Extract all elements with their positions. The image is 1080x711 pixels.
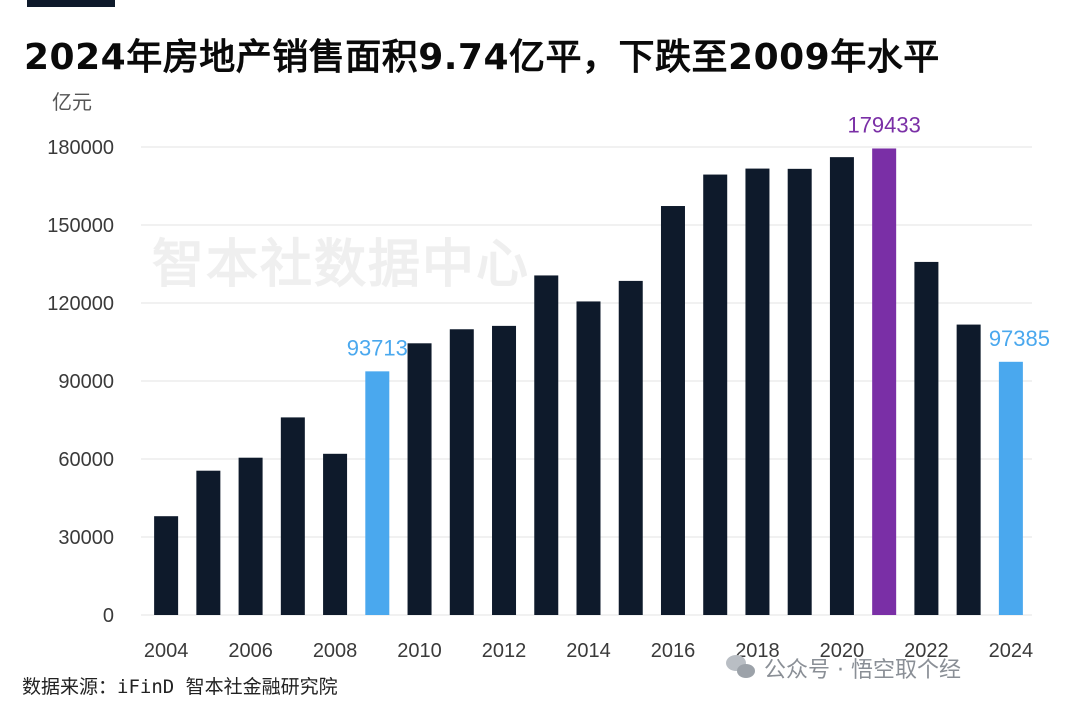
bar-2024[interactable] <box>998 361 1023 615</box>
bar-2006[interactable] <box>238 457 263 615</box>
y-tick-label-0: 0 <box>103 605 114 627</box>
chart-title: 2024年房地产销售面积9.74亿平，下跌至2009年水平 <box>24 37 940 78</box>
x-tick-label-2018: 2018 <box>735 640 780 662</box>
bar-2018[interactable] <box>745 168 770 615</box>
y-axis-unit-label: 亿元 <box>52 90 92 114</box>
watermark: 智本社数据中心 <box>152 235 531 295</box>
x-tick-label-2016: 2016 <box>651 640 696 662</box>
y-tick-label-120000: 120000 <box>47 293 114 315</box>
bar-2008[interactable] <box>323 453 348 615</box>
data-label-2021: 179433 <box>847 112 920 137</box>
bar-2015[interactable] <box>618 280 643 615</box>
x-tick-label-2008: 2008 <box>313 640 358 662</box>
bar-2004[interactable] <box>154 516 179 615</box>
data-label-2024: 97385 <box>989 326 1050 351</box>
bar-2016[interactable] <box>660 206 685 615</box>
x-tick-label-2004: 2004 <box>144 640 189 662</box>
bar-2014[interactable] <box>576 301 601 615</box>
bars <box>154 148 1023 616</box>
x-tick-label-2006: 2006 <box>228 640 273 662</box>
bar-2023[interactable] <box>956 324 981 615</box>
wechat-icon <box>726 655 756 681</box>
title-accent-bar <box>27 0 115 7</box>
x-tick-label-2010: 2010 <box>397 640 442 662</box>
y-tick-label-60000: 60000 <box>58 449 114 471</box>
y-tick-label-30000: 30000 <box>58 527 114 549</box>
x-tick-label-2024: 2024 <box>989 640 1034 662</box>
data-label-2009: 93713 <box>347 335 408 360</box>
x-tick-label-2012: 2012 <box>482 640 527 662</box>
x-tick-label-2022: 2022 <box>904 640 949 662</box>
bar-2007[interactable] <box>280 417 305 615</box>
wechat-account-badge[interactable]: 公众号 · 悟空取个经 <box>726 652 961 684</box>
bar-2017[interactable] <box>703 174 728 615</box>
bar-2010[interactable] <box>407 343 432 615</box>
x-tick-label-2014: 2014 <box>566 640 611 662</box>
y-tick-label-150000: 150000 <box>47 215 114 237</box>
bar-2019[interactable] <box>787 168 812 615</box>
bar-2005[interactable] <box>196 470 221 615</box>
data-source-note: 数据来源：iFinD 智本社金融研究院 <box>22 676 338 698</box>
y-tick-label-180000: 180000 <box>47 137 114 159</box>
bar-2009[interactable] <box>365 371 390 615</box>
bar-2011[interactable] <box>449 329 474 615</box>
x-tick-labels: 2004 2006 2008 2010 2012 2014 2016 2018 2020 2022… <box>144 640 1033 662</box>
bar-2012[interactable] <box>492 325 517 615</box>
y-tick-labels: 0 30000 60000 90000 120000 150000 180000 <box>47 137 114 627</box>
x-tick-label-2020: 2020 <box>820 640 865 662</box>
bar-2022[interactable] <box>914 261 939 615</box>
data-labels: 93713 179433 97385 <box>347 112 1050 360</box>
bar-2021[interactable] <box>872 148 897 616</box>
bar-2013[interactable] <box>534 275 559 615</box>
y-tick-label-90000: 90000 <box>58 371 114 393</box>
bar-2020[interactable] <box>829 157 854 615</box>
wechat-account-label: 公众号 · 悟空取个经 <box>764 658 961 683</box>
